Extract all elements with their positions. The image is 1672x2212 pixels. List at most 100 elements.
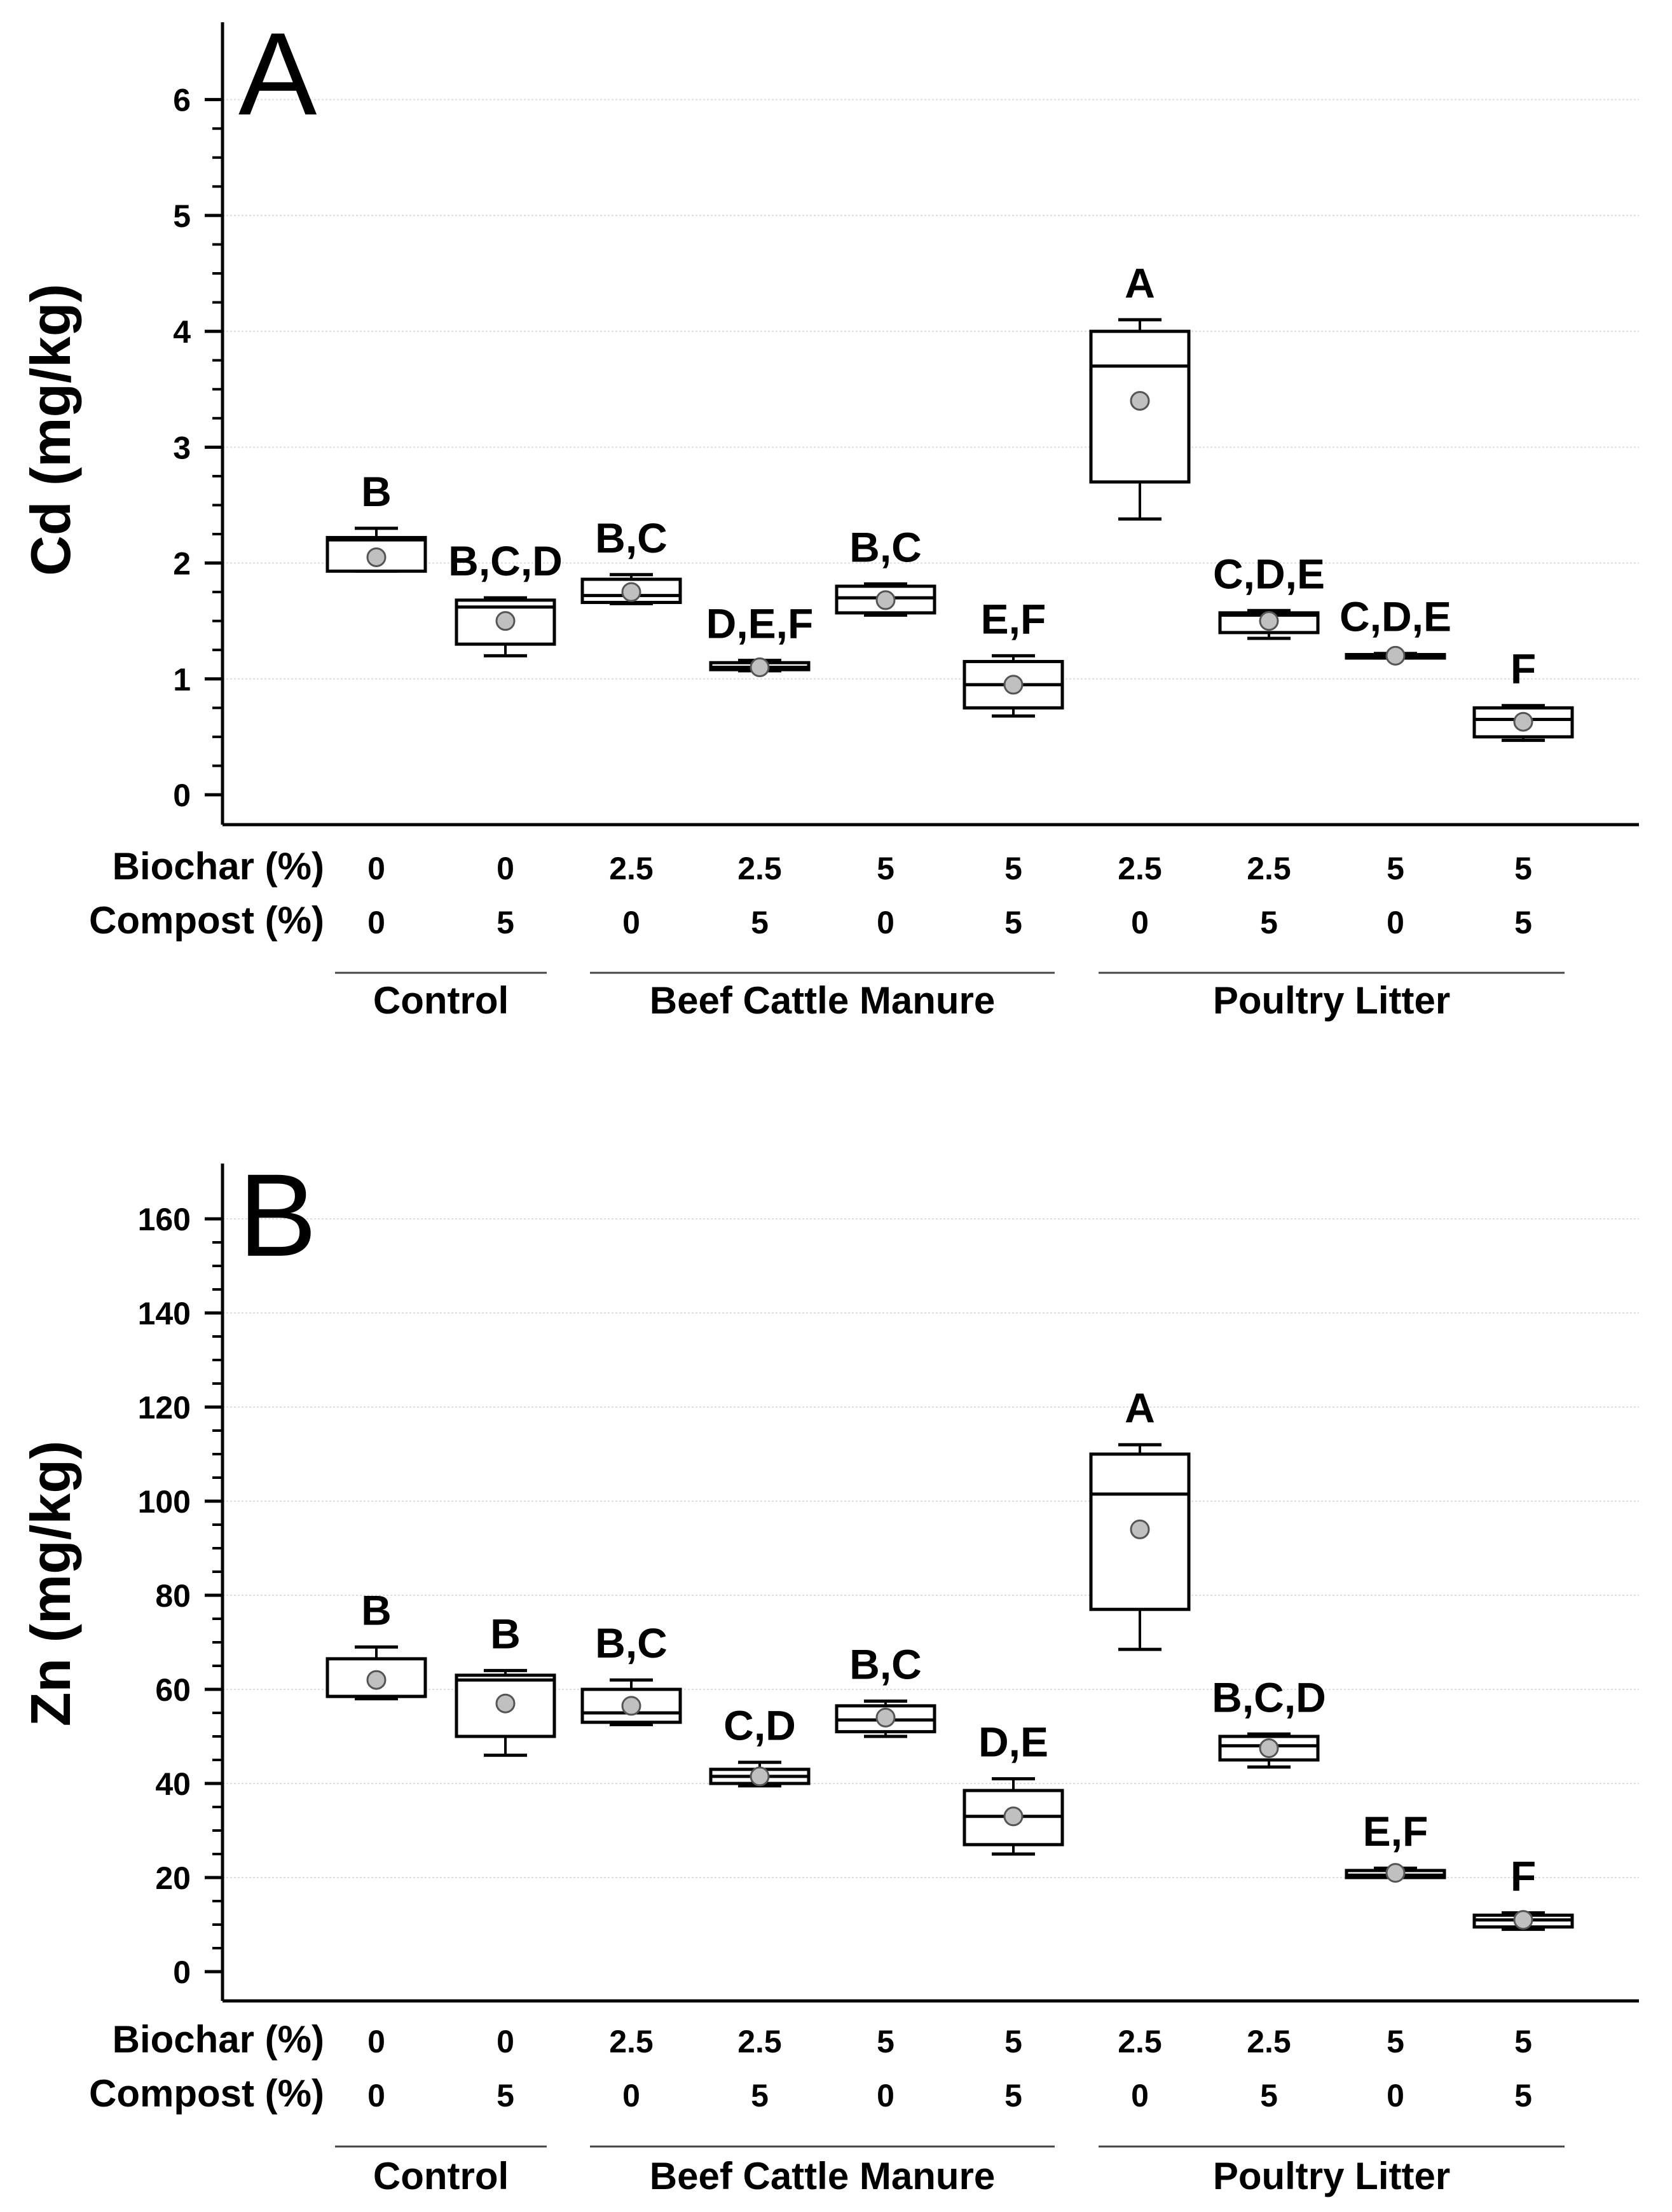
compost-value: 5 — [1514, 2078, 1532, 2113]
box-8: B,C,D — [1212, 1673, 1326, 1769]
box-10: F — [1472, 645, 1574, 742]
biochar-value: 2.5 — [609, 851, 654, 886]
biochar-value: 5 — [1514, 851, 1532, 886]
group-label: Beef Cattle Manure — [650, 2155, 995, 2197]
significance-letter: B,C — [595, 514, 668, 561]
y-axis-title: Cd (mg/kg) — [19, 284, 82, 576]
y-tick-label: 160 — [138, 1202, 191, 1237]
compost-value: 0 — [367, 905, 385, 940]
box-1: B — [325, 468, 427, 573]
mean-marker — [750, 657, 770, 678]
group-label: Control — [373, 2155, 509, 2197]
box-5: B,C — [835, 523, 936, 617]
biochar-value: 2.5 — [609, 2024, 654, 2059]
compost-value: 5 — [497, 2078, 514, 2113]
box-2: B — [455, 1610, 556, 1757]
y-tick-label: 80 — [155, 1578, 191, 1614]
biochar-value: 2.5 — [1118, 851, 1162, 886]
y-tick-label: 20 — [155, 1860, 191, 1896]
compost-value: 0 — [877, 905, 894, 940]
biochar-value: 5 — [1387, 2024, 1404, 2059]
box-3: B,C — [580, 1619, 682, 1726]
box-6: E,F — [963, 595, 1064, 718]
compost-value: 0 — [1131, 905, 1149, 940]
mean-marker — [366, 547, 387, 567]
box-10: F — [1472, 1853, 1574, 1931]
biochar-value: 2.5 — [1247, 2024, 1291, 2059]
significance-letter: C,D,E — [1213, 550, 1325, 597]
mean-marker — [1385, 1863, 1406, 1883]
significance-letter: B,C,D — [448, 537, 563, 584]
compost-row-label: Compost (%) — [89, 2072, 324, 2115]
mean-marker — [1003, 1806, 1024, 1827]
biochar-value: 0 — [497, 851, 514, 886]
mean-marker — [1385, 645, 1406, 666]
compost-value: 0 — [622, 2078, 640, 2113]
mean-marker — [1513, 1910, 1533, 1930]
box-2: B,C,D — [448, 537, 563, 657]
significance-letter: F — [1511, 1853, 1536, 1900]
box-9: E,F — [1345, 1808, 1446, 1883]
y-tick-label: 1 — [173, 662, 191, 697]
significance-letter: B,C — [849, 523, 922, 570]
mean-marker — [1130, 1519, 1150, 1539]
compost-value: 5 — [1004, 2078, 1022, 2113]
group-label: Beef Cattle Manure — [650, 979, 995, 1022]
significance-letter: E,F — [1363, 1808, 1429, 1855]
mean-marker — [1003, 675, 1024, 695]
biochar-value: 5 — [1514, 2024, 1532, 2059]
compost-value: 0 — [1131, 2078, 1149, 2113]
mean-marker — [1259, 611, 1279, 631]
box-4: C,D — [709, 1702, 811, 1788]
mean-marker — [621, 582, 641, 602]
biochar-value: 2.5 — [737, 2024, 782, 2059]
compost-value: 5 — [751, 905, 769, 940]
box-1: B — [325, 1586, 427, 1701]
box-7: A — [1089, 259, 1191, 521]
compost-value: 0 — [622, 905, 640, 940]
mean-marker — [1259, 1738, 1279, 1758]
compost-row-label: Compost (%) — [89, 899, 324, 942]
biochar-value: 0 — [367, 851, 385, 886]
compost-value: 5 — [1004, 905, 1022, 940]
y-tick-label: 60 — [155, 1672, 191, 1708]
biochar-row-label: Biochar (%) — [113, 2018, 324, 2061]
significance-letter: B,C — [595, 1619, 668, 1666]
biochar-value: 2.5 — [1118, 2024, 1162, 2059]
significance-letter: B — [361, 1586, 392, 1633]
significance-letter: D,E — [978, 1719, 1048, 1766]
y-tick-label: 100 — [138, 1484, 191, 1520]
compost-value: 5 — [1260, 2078, 1278, 2113]
significance-letter: C,D,E — [1340, 593, 1451, 640]
box-6: D,E — [963, 1719, 1064, 1856]
box-7: A — [1089, 1384, 1191, 1651]
significance-letter: B — [490, 1610, 521, 1657]
biochar-value: 5 — [1004, 851, 1022, 886]
panel-letter: B — [238, 1150, 317, 1281]
significance-letter: F — [1511, 645, 1536, 692]
y-tick-label: 6 — [173, 83, 191, 118]
box-4: D,E,F — [706, 600, 813, 678]
y-axis-title: Zn (mg/kg) — [19, 1441, 82, 1727]
significance-letter: B,C — [849, 1641, 922, 1688]
mean-marker — [875, 1707, 896, 1728]
biochar-value: 2.5 — [737, 851, 782, 886]
significance-letter: C,D — [723, 1702, 796, 1749]
y-tick-label: 5 — [173, 198, 191, 234]
y-tick-label: 40 — [155, 1766, 191, 1802]
compost-value: 5 — [751, 2078, 769, 2113]
biochar-value: 2.5 — [1247, 851, 1291, 886]
box-9: C,D,E — [1340, 593, 1451, 666]
significance-letter: E,F — [981, 595, 1046, 642]
mean-marker — [495, 1693, 516, 1714]
group-label: Control — [373, 979, 509, 1022]
y-tick-label: 120 — [138, 1390, 191, 1425]
y-tick-label: 3 — [173, 430, 191, 465]
significance-letter: A — [1125, 259, 1155, 306]
significance-letter: A — [1125, 1384, 1155, 1431]
mean-marker — [495, 611, 516, 631]
significance-letter: B — [361, 468, 392, 515]
compost-value: 5 — [1514, 905, 1532, 940]
biochar-value: 5 — [877, 2024, 894, 2059]
